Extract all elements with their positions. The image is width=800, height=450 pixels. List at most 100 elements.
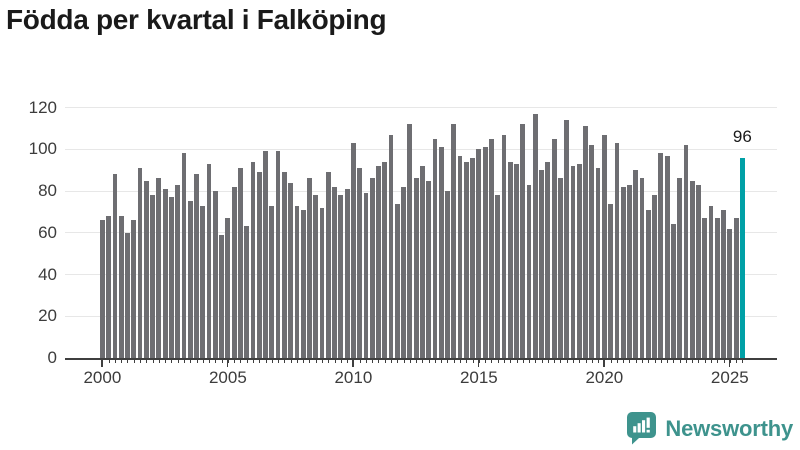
bar (463, 161, 469, 358)
bar (231, 186, 237, 358)
bar (645, 209, 651, 358)
bar (670, 224, 676, 358)
x-axis-tick (226, 360, 229, 367)
x-axis-minor-tick (265, 360, 267, 363)
bar (727, 228, 733, 358)
y-axis-label: 20 (38, 306, 57, 326)
x-axis-minor-tick (158, 360, 160, 363)
x-axis-minor-tick (522, 360, 524, 363)
x-axis-minor-tick (729, 360, 731, 363)
bar (489, 138, 494, 358)
bar (162, 188, 168, 358)
highlighted-bar (739, 157, 745, 358)
bar (451, 124, 457, 358)
bar (558, 178, 563, 358)
x-axis-minor-tick (585, 360, 587, 363)
bar (501, 134, 507, 358)
x-axis-minor-tick (635, 360, 637, 363)
x-axis-minor-tick (692, 360, 694, 363)
x-axis-minor-tick (667, 360, 669, 363)
x-axis-minor-tick (535, 360, 537, 363)
bar (614, 142, 620, 358)
x-axis-minor-tick (108, 360, 110, 363)
x-axis-minor-tick (152, 360, 154, 363)
bar (219, 234, 224, 358)
x-axis-minor-tick (642, 360, 643, 363)
x-axis-minor-tick (221, 360, 223, 363)
bar (194, 174, 199, 358)
bar (376, 165, 381, 358)
x-axis-line (65, 358, 777, 360)
bar (445, 191, 450, 358)
x-axis-minor-tick (466, 360, 468, 363)
bar (545, 161, 551, 358)
x-axis-minor-tick (648, 360, 650, 363)
bar (118, 216, 124, 358)
x-axis-minor-tick (428, 360, 430, 363)
x-axis-minor-tick (616, 360, 618, 363)
bar (112, 174, 118, 358)
bar (476, 149, 482, 358)
newsworthy-logo[interactable]: Newsworthy (627, 412, 793, 445)
bar (507, 161, 513, 358)
bar (143, 180, 149, 358)
x-axis-tick (101, 360, 103, 367)
x-axis-minor-tick (572, 360, 574, 363)
bar (432, 138, 438, 358)
x-axis-minor-tick (654, 360, 656, 363)
bar (520, 124, 526, 358)
x-axis-minor-tick (309, 360, 311, 363)
x-axis-minor-tick (491, 360, 493, 363)
bar (363, 193, 369, 358)
x-axis-tick (352, 360, 354, 367)
bar (319, 207, 325, 358)
highlight-value-label: 96 (732, 126, 752, 146)
x-axis-minor-tick (623, 360, 625, 363)
bar (212, 191, 218, 358)
x-axis-minor-tick (284, 360, 286, 363)
newsworthy-wordmark: Newsworthy (665, 415, 793, 441)
x-axis-minor-tick (510, 360, 512, 363)
bar (106, 216, 112, 358)
x-axis-minor-tick (183, 360, 185, 363)
x-axis-minor-tick (422, 360, 424, 363)
x-axis-minor-tick (328, 360, 330, 363)
bar (325, 172, 331, 358)
bar (664, 155, 670, 358)
bar (733, 218, 739, 358)
bar (652, 195, 657, 358)
x-axis-minor-tick (246, 360, 248, 363)
bar (350, 142, 356, 358)
x-axis-minor-tick (359, 360, 361, 363)
bar (338, 195, 344, 358)
bar (457, 155, 463, 358)
bar (658, 153, 664, 358)
x-axis-label: 2015 (459, 368, 498, 387)
bar (100, 220, 105, 358)
newsworthy-bubble-chart-icon (627, 412, 657, 445)
x-axis-minor-tick (403, 360, 405, 363)
bar (633, 170, 639, 358)
bar (137, 168, 143, 358)
x-axis-minor-tick (679, 360, 681, 363)
x-axis-minor-tick (736, 360, 738, 363)
x-axis-minor-tick (133, 360, 135, 363)
x-axis-minor-tick (547, 360, 549, 363)
x-axis-minor-tick (322, 360, 323, 363)
x-axis-minor-tick (529, 360, 531, 363)
y-axis-label: 100 (28, 139, 57, 159)
bar (708, 205, 714, 358)
bar (238, 168, 243, 358)
x-axis-minor-tick (723, 360, 725, 363)
bar (426, 180, 432, 358)
x-axis-minor-tick (541, 360, 543, 363)
x-axis-minor-tick (416, 360, 418, 363)
x-axis-minor-tick (673, 360, 675, 363)
x-axis-minor-tick (660, 360, 662, 363)
x-axis-minor-tick (209, 360, 211, 363)
x-axis-label: 2010 (334, 368, 373, 387)
chart-title: Födda per kvartal i Falköping (6, 4, 387, 35)
bar (677, 178, 683, 358)
bar (200, 205, 206, 358)
bar (589, 145, 595, 358)
